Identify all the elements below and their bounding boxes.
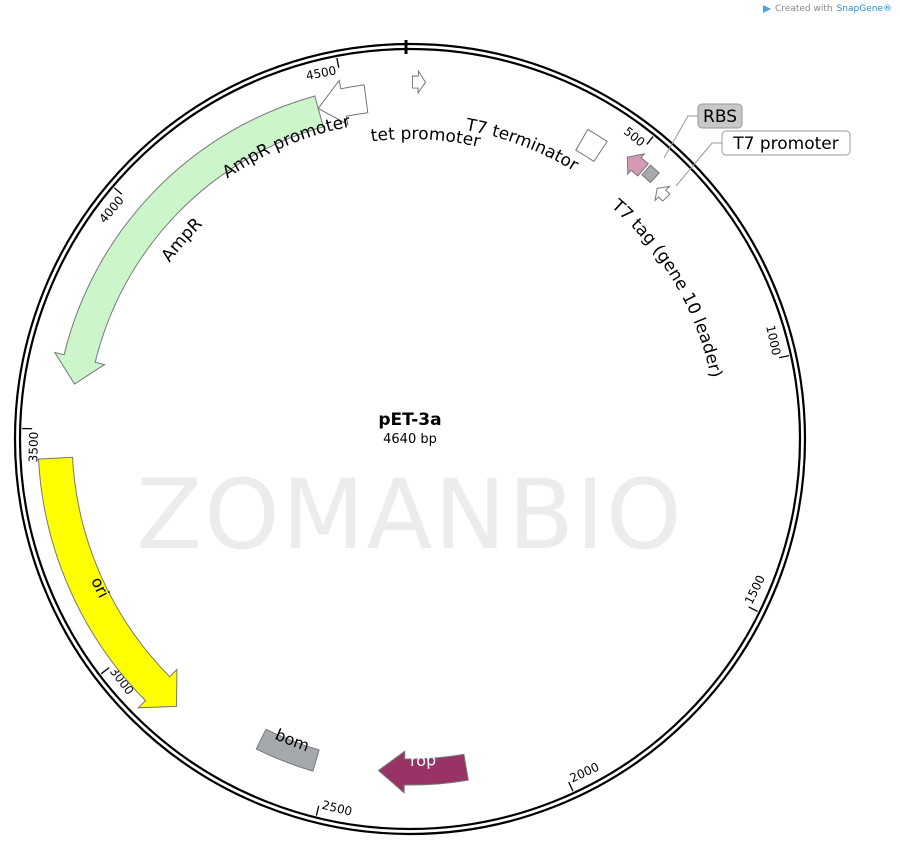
feature-bom [255, 728, 320, 772]
callout-label-t7-promoter: T7 promoter [732, 134, 839, 154]
label-t7-tag-text: T7 tag (gene 10 leader) [607, 195, 726, 379]
backbone-inner-ring [18, 47, 802, 831]
callout-box [697, 103, 743, 129]
feature-tet-promoter [411, 69, 427, 95]
credit-prefix: Created with [775, 4, 833, 14]
feature-ori [37, 456, 178, 709]
tick-label: 4000 [96, 193, 126, 225]
tick-mark [113, 187, 123, 195]
label-t7-tag: T7 tag (gene 10 leader) [607, 195, 726, 379]
snapgene-logo-icon [763, 5, 772, 13]
tick-mark [315, 805, 320, 816]
tick-mark [100, 667, 110, 675]
feature-t7-tag [626, 153, 650, 177]
tick-mark [568, 781, 574, 792]
label-tet-promoter: tet promoter [370, 124, 483, 152]
label-t7-terminator: T7 terminator [463, 115, 582, 176]
plasmid-name: pET-3a [378, 410, 441, 430]
feature-rbs [641, 164, 660, 184]
tick-label: 3500 [26, 432, 41, 463]
label-t7-terminator-text: T7 terminator [463, 115, 582, 176]
label-rop-text: rop [410, 750, 437, 770]
watermark: ZOMANBIO [136, 459, 683, 571]
label-tet-promoter-text: tet promoter [370, 124, 483, 152]
plasmid-length: 4640 bp [383, 432, 437, 447]
feature-t7-terminator [575, 128, 608, 163]
callout-box [721, 130, 851, 156]
feature-t7-promoter [654, 185, 671, 202]
tick-mark [779, 354, 790, 359]
callout-label-rbs: RBS [703, 107, 737, 127]
snapgene-credit: Created with SnapGene® [763, 4, 892, 14]
callout-line [663, 115, 698, 159]
feature-ampr [53, 95, 324, 385]
tick-mark [646, 136, 654, 145]
feature-rop [377, 750, 469, 794]
backbone-outer-ring [13, 42, 807, 836]
feature-ampr-promoter [317, 79, 369, 126]
credit-brand: SnapGene® [836, 4, 892, 14]
tick-label: 4500 [305, 63, 338, 83]
tick-mark [748, 606, 758, 612]
tick-mark [336, 57, 340, 68]
callout-line [675, 142, 722, 187]
tick-label: 1000 [763, 324, 783, 357]
tick-label: 2500 [321, 798, 354, 819]
label-rop: rop [410, 750, 437, 770]
